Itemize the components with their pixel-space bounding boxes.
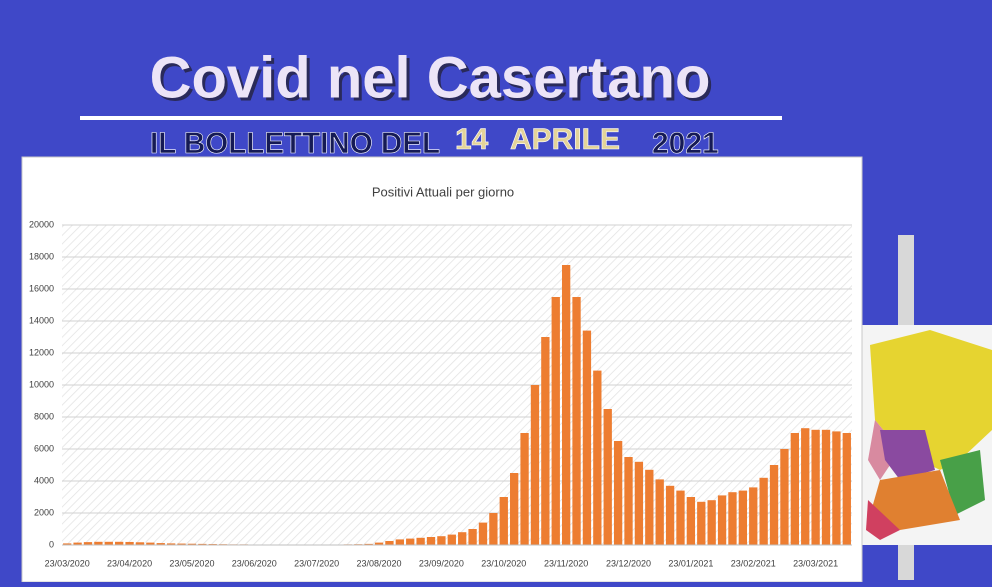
day: 14	[455, 123, 489, 156]
x-tick-label: 23/03/2021	[793, 558, 838, 568]
bar	[510, 473, 518, 545]
bar	[427, 537, 435, 545]
y-tick-label: 6000	[34, 443, 54, 453]
bar	[635, 462, 643, 545]
bar	[520, 433, 528, 545]
bar	[468, 529, 476, 545]
x-tick-label: 23/08/2020	[357, 558, 402, 568]
bar	[458, 532, 466, 545]
bar	[749, 487, 757, 545]
bar	[687, 497, 695, 545]
bar	[406, 539, 414, 545]
bar	[676, 491, 684, 545]
y-tick-label: 2000	[34, 507, 54, 517]
bar	[489, 513, 497, 545]
bar	[552, 297, 560, 545]
chart-title: Positivi Attuali per giorno	[372, 184, 514, 199]
year: 2021	[652, 127, 719, 160]
bar	[728, 492, 736, 545]
x-tick-label: 23/06/2020	[232, 558, 277, 568]
x-tick-label: 23/02/2021	[731, 558, 776, 568]
bar	[645, 470, 653, 545]
bar	[416, 538, 424, 545]
bar	[541, 337, 549, 545]
bar	[562, 265, 570, 545]
bar	[604, 409, 612, 545]
bar	[780, 449, 788, 545]
bar	[832, 431, 840, 545]
y-tick-label: 20000	[29, 219, 54, 229]
bar	[572, 297, 580, 545]
bar	[437, 536, 445, 545]
bar	[479, 523, 487, 545]
month: APRILE	[510, 123, 620, 156]
bar	[531, 385, 539, 545]
bar	[791, 433, 799, 545]
y-tick-label: 16000	[29, 283, 54, 293]
x-tick-label: 23/05/2020	[169, 558, 214, 568]
bar	[697, 502, 705, 545]
y-tick-label: 14000	[29, 315, 54, 325]
page-title: Covid nel Casertano	[150, 45, 711, 110]
x-tick-label: 23/12/2020	[606, 558, 651, 568]
bar	[500, 497, 508, 545]
y-tick-label: 18000	[29, 251, 54, 261]
bar	[801, 428, 809, 545]
bar	[770, 465, 778, 545]
bar	[624, 457, 632, 545]
bar	[396, 539, 404, 545]
x-tick-label: 23/09/2020	[419, 558, 464, 568]
bar	[708, 500, 716, 545]
bar	[448, 535, 456, 545]
bar	[385, 541, 393, 545]
x-tick-label: 23/10/2020	[481, 558, 526, 568]
y-tick-label: 8000	[34, 411, 54, 421]
y-tick-label: 10000	[29, 379, 54, 389]
bar	[614, 441, 622, 545]
bar	[718, 495, 726, 545]
bar	[843, 433, 851, 545]
bar	[759, 478, 767, 545]
bar	[666, 486, 674, 545]
y-tick-label: 0	[49, 539, 54, 549]
bar	[593, 371, 601, 545]
bar	[583, 331, 591, 545]
bar	[739, 491, 747, 545]
x-tick-label: 23/01/2021	[668, 558, 713, 568]
x-tick-label: 23/04/2020	[107, 558, 152, 568]
y-tick-label: 4000	[34, 475, 54, 485]
bar	[656, 479, 664, 545]
y-tick-label: 12000	[29, 347, 54, 357]
subtitle: IL BOLLETTINO DEL	[150, 127, 440, 160]
bar	[811, 430, 819, 545]
bar	[822, 430, 830, 545]
x-tick-label: 23/07/2020	[294, 558, 339, 568]
x-tick-label: 23/03/2020	[45, 558, 90, 568]
x-tick-label: 23/11/2020	[544, 558, 588, 568]
